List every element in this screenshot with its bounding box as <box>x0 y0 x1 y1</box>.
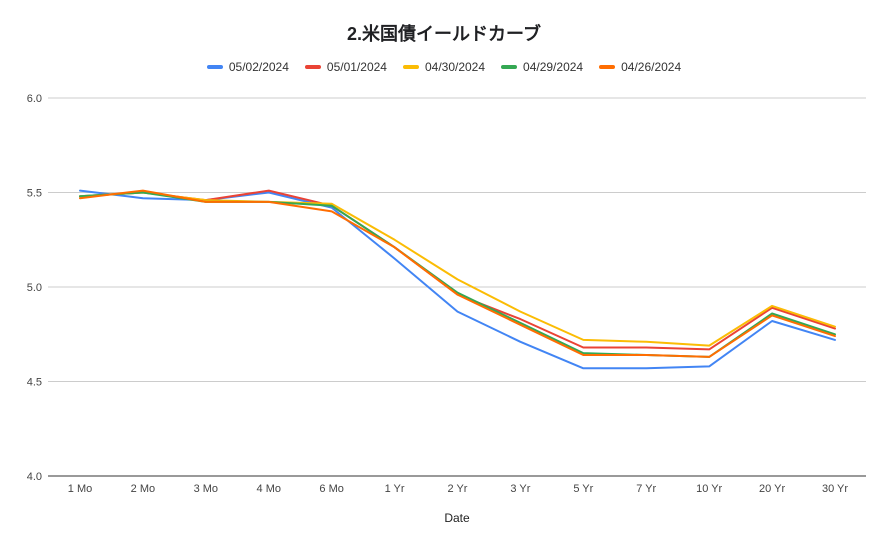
x-tick-label: 3 Mo <box>194 483 218 495</box>
legend-label: 05/01/2024 <box>326 60 387 74</box>
legend-item[interactable]: 05/02/2024 <box>206 60 289 74</box>
x-tick-label: 5 Yr <box>573 483 593 495</box>
series-line <box>79 189 836 351</box>
x-tick-label: 7 Yr <box>636 483 656 495</box>
legend-swatch <box>501 65 518 69</box>
legend-swatch <box>304 65 321 69</box>
x-tick-label: 3 Yr <box>510 483 530 495</box>
legend-item[interactable]: 04/29/2024 <box>501 60 583 74</box>
y-tick-label: 4.5 <box>27 377 42 389</box>
legend-swatch <box>206 65 223 69</box>
legend-swatch <box>599 65 616 69</box>
legend-label: 04/29/2024 <box>523 60 584 74</box>
x-tick-label: 4 Mo <box>257 483 281 495</box>
x-tick-label: 1 Mo <box>68 483 92 495</box>
legend-swatch <box>402 65 419 69</box>
legend-label: 04/26/2024 <box>621 60 682 74</box>
x-tick-label: 20 Yr <box>759 483 785 495</box>
series-line <box>79 191 836 358</box>
y-tick-label: 5.5 <box>27 188 42 200</box>
y-tick-label: 6.0 <box>27 93 42 105</box>
series-line <box>79 191 836 347</box>
legend-item[interactable]: 04/30/2024 <box>402 60 486 74</box>
y-tick-label: 5.0 <box>27 282 42 294</box>
legend-item[interactable]: 04/26/2024 <box>599 60 681 74</box>
x-tick-label: 10 Yr <box>696 483 722 495</box>
x-tick-label: 2 Mo <box>131 483 155 495</box>
y-tick-label: 4.0 <box>27 471 42 483</box>
x-tick-label: 6 Mo <box>319 483 343 495</box>
series-line <box>79 189 836 358</box>
chart-title: 2.米国債イールドカーブ <box>347 24 541 44</box>
legend-item[interactable]: 05/01/2024 <box>304 60 387 74</box>
x-tick-label: 2 Yr <box>448 483 468 495</box>
legend-label: 04/30/2024 <box>424 60 486 74</box>
x-tick-label: 30 Yr <box>822 483 848 495</box>
legend-label: 05/02/2024 <box>228 60 289 74</box>
legend: 05/02/2024 05/01/2024 04/30/2024 04/29/2… <box>0 60 888 74</box>
x-axis-title: Date <box>444 511 470 525</box>
x-tick-label: 1 Yr <box>385 483 405 495</box>
